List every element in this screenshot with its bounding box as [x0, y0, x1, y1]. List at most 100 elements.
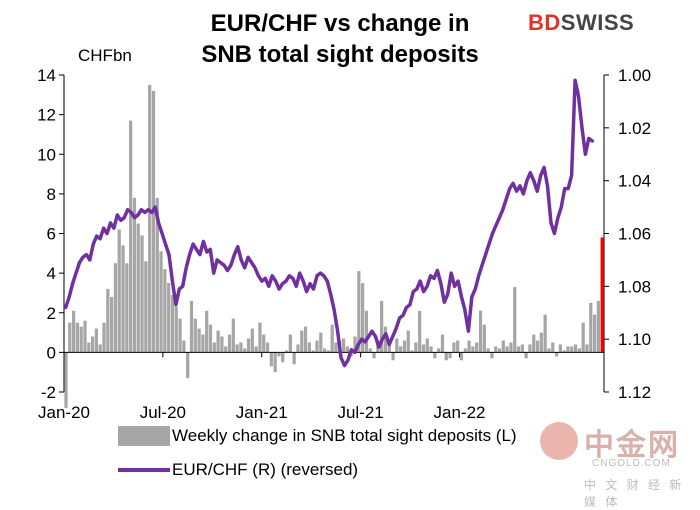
data-bar: [448, 352, 452, 359]
watermark-subtitle: 中 文 财 经 新 媒 体: [584, 478, 685, 509]
data-bar: [380, 300, 384, 353]
data-bar: [513, 286, 517, 353]
legend-item-line: EUR/CHF (R) (reversed): [118, 460, 358, 480]
data-bar: [551, 342, 555, 353]
data-bar: [235, 344, 239, 353]
data-bar: [303, 326, 308, 353]
data-bar: [243, 348, 247, 353]
data-bar: [524, 352, 528, 359]
data-bar: [532, 334, 536, 353]
data-bar: [281, 352, 285, 363]
data-bar: [467, 340, 471, 353]
x-tick-label: Jan-22: [434, 403, 486, 422]
data-bar: [421, 344, 426, 353]
data-bar: [83, 320, 87, 353]
data-bar: [471, 346, 475, 353]
x-tick-label: Jul-20: [140, 403, 186, 422]
data-bar: [98, 344, 102, 353]
left-tick-label: 2: [47, 304, 56, 323]
data-bar: [132, 197, 137, 353]
data-bar: [372, 352, 376, 359]
data-bar: [212, 342, 216, 353]
data-bar: [300, 330, 304, 353]
brand-logo: BDSWISS: [528, 10, 634, 36]
data-bar: [357, 271, 361, 353]
data-bar: [94, 328, 99, 353]
left-tick-label: 4: [47, 264, 56, 283]
data-bar: [361, 283, 365, 353]
left-tick-label: 10: [37, 145, 56, 164]
data-bar: [170, 294, 175, 353]
data-bar: [227, 334, 232, 353]
title-line-1: EUR/CHF vs change in: [210, 10, 470, 37]
data-bar: [437, 348, 441, 353]
data-bar: [326, 350, 331, 353]
data-bar: [539, 332, 543, 353]
data-bar: [121, 245, 125, 353]
data-bar: [581, 322, 585, 353]
data-bar: [418, 310, 422, 353]
data-bar: [163, 269, 167, 353]
left-tick-label: 14: [37, 66, 56, 85]
data-bar: [395, 338, 399, 353]
data-bar: [456, 340, 460, 353]
data-bar: [402, 340, 407, 353]
data-bar: [307, 342, 311, 353]
data-bar: [110, 296, 114, 353]
data-bar: [292, 352, 296, 365]
chart-canvas: 14 12 10 8 6 4 2 0 -2 1.00 1.02 1.04 1.06 1.08 1.10 1.1…: [37, 66, 651, 422]
watermark-logo-icon: [540, 422, 578, 460]
right-tick-label: 1.08: [618, 277, 651, 296]
data-bar: [64, 352, 68, 408]
data-bar: [528, 344, 532, 353]
data-bar: [220, 336, 224, 353]
data-bar: [444, 352, 448, 361]
data-bar: [585, 344, 589, 353]
data-bar: [562, 350, 566, 353]
data-bar: [269, 352, 273, 367]
data-bar: [197, 328, 201, 353]
data-bar: [452, 342, 456, 353]
data-bar: [535, 340, 540, 353]
data-bar: [296, 344, 300, 353]
data-bar: [75, 322, 80, 353]
data-bar: [273, 352, 277, 373]
data-bar: [566, 346, 570, 353]
right-tick-label: 1.02: [618, 119, 651, 138]
brand-part-2: SWISS: [560, 10, 635, 35]
left-tick-label: 8: [47, 185, 56, 204]
data-bar: [182, 340, 186, 353]
data-bar: [391, 352, 395, 361]
data-bar: [353, 336, 357, 353]
data-bar: [410, 350, 414, 353]
data-bar: [284, 350, 289, 353]
data-bar: [91, 336, 95, 353]
data-bar: [516, 346, 521, 353]
data-bar: [129, 120, 133, 353]
data-bar: [543, 314, 547, 353]
data-bar: [459, 352, 464, 361]
data-bar: [334, 342, 338, 353]
data-bar: [505, 346, 509, 353]
data-bar: [140, 235, 144, 353]
data-bar: [368, 348, 372, 353]
data-bar: [570, 346, 574, 353]
data-bar: [341, 338, 346, 353]
data-bar: [494, 346, 498, 353]
data-bar: [174, 306, 178, 353]
data-bar: [148, 84, 152, 353]
data-bar: [178, 318, 182, 353]
data-bar: [246, 338, 251, 353]
watermark-site: CNGOLD.COM: [592, 458, 671, 469]
x-tick-label: Jan-21: [236, 403, 288, 422]
data-bar: [425, 338, 429, 353]
data-bar: [573, 344, 578, 353]
left-axis-unit: CHFbn: [78, 46, 132, 65]
data-bar: [440, 334, 445, 353]
x-tick-label: Jul-21: [337, 403, 383, 422]
data-bar: [155, 197, 159, 353]
data-bar: [205, 310, 209, 353]
legend-item-bars: Weekly change in SNB total sight deposit…: [118, 426, 517, 446]
chart-title: EUR/CHF vs change in SNB total sight dep…: [150, 8, 530, 70]
data-bar: [463, 348, 467, 353]
